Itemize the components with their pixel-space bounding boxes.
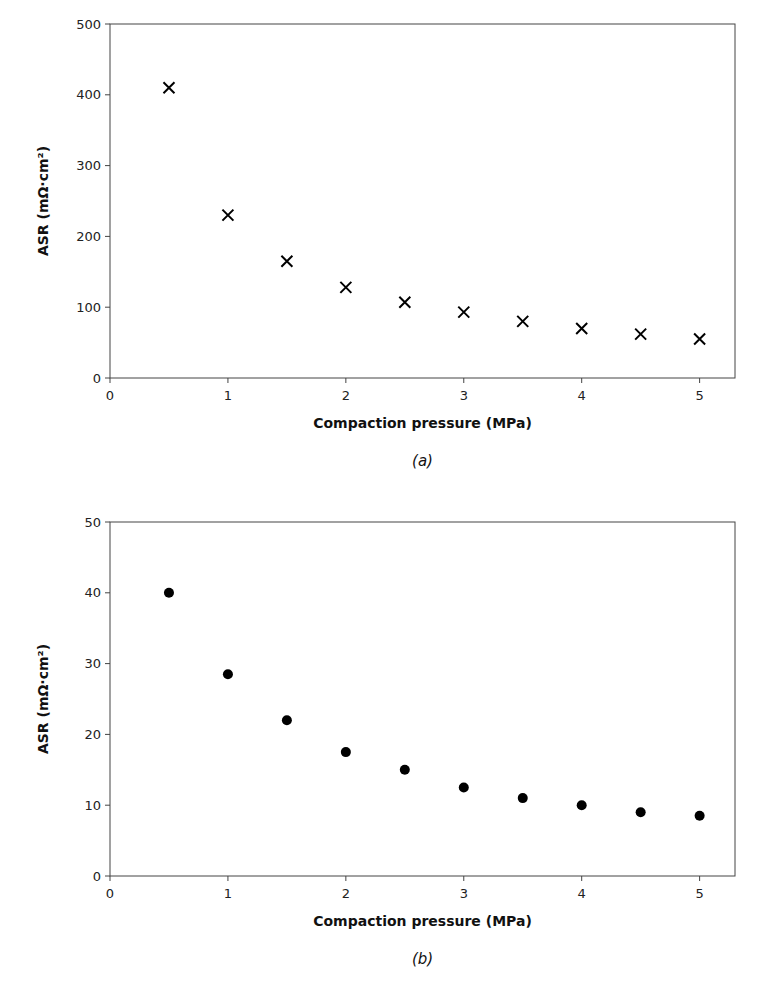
- x-tick-label: 4: [578, 886, 586, 901]
- x-tick-label: 3: [460, 886, 468, 901]
- y-tick: [105, 734, 110, 735]
- y-tick: [105, 876, 110, 877]
- y-tick-label: 500: [76, 17, 101, 32]
- plot-frame: [110, 522, 735, 876]
- x-tick: [463, 876, 464, 881]
- y-tick: [105, 378, 110, 379]
- x-tick: [345, 378, 346, 383]
- x-axis-label: Compaction pressure (MPa): [313, 415, 532, 431]
- x-tick: [110, 876, 111, 881]
- y-tick-label: 20: [84, 727, 101, 742]
- point: [694, 334, 705, 345]
- x-tick-label: 1: [224, 388, 232, 403]
- panel: 01234501020304050Compaction pressure (MP…: [35, 515, 735, 969]
- x-tick: [581, 876, 582, 881]
- y-tick-label: 10: [84, 798, 101, 813]
- point: [400, 765, 410, 775]
- y-tick: [105, 236, 110, 237]
- points: [164, 588, 705, 821]
- point: [695, 811, 705, 821]
- point: [459, 783, 469, 793]
- x-tick-label: 1: [224, 886, 232, 901]
- x-tick-label: 5: [695, 886, 703, 901]
- caption: (a): [412, 452, 433, 470]
- point: [340, 282, 351, 293]
- y-tick: [105, 24, 110, 25]
- y-tick: [105, 522, 110, 523]
- point: [577, 800, 587, 810]
- x-tick: [227, 378, 228, 383]
- y-tick-label: 400: [76, 87, 101, 102]
- x-axis-label: Compaction pressure (MPa): [313, 913, 532, 929]
- x-tick: [110, 378, 111, 383]
- x-tick-label: 2: [342, 388, 350, 403]
- point: [282, 715, 292, 725]
- y-tick-label: 40: [84, 585, 101, 600]
- y-tick: [105, 592, 110, 593]
- point: [223, 669, 233, 679]
- plot-frame: [110, 24, 735, 378]
- points: [163, 82, 705, 344]
- point: [164, 588, 174, 598]
- x-tick-label: 3: [460, 388, 468, 403]
- y-tick-label: 300: [76, 158, 101, 173]
- point: [399, 297, 410, 308]
- x-tick: [345, 876, 346, 881]
- y-tick: [105, 663, 110, 664]
- point: [518, 793, 528, 803]
- panel: 0 1 2 3 4 5 0 100 200 300 400 500 Compaction pressur…: [35, 17, 735, 471]
- x-tick: [581, 378, 582, 383]
- y-tick-label: 0: [93, 869, 101, 884]
- y-tick-label: 50: [84, 515, 101, 530]
- y-axis-label: ASR (mΩ·cm²): [35, 644, 51, 754]
- y-tick-label: 0: [93, 371, 101, 386]
- point: [341, 747, 351, 757]
- y-tick: [105, 165, 110, 166]
- y-tick: [105, 805, 110, 806]
- x-tick-label: 4: [578, 388, 586, 403]
- x-tick: [699, 876, 700, 881]
- y-tick: [105, 307, 110, 308]
- y-axis-label: ASR (mΩ·cm²): [35, 146, 51, 256]
- point: [222, 210, 233, 221]
- x-tick-label: 0: [106, 886, 114, 901]
- point: [281, 256, 292, 267]
- point: [458, 307, 469, 318]
- caption: (b): [412, 950, 433, 968]
- point: [163, 82, 174, 93]
- point: [636, 807, 646, 817]
- figure: 0123450100200300400500Compaction pressur…: [0, 0, 768, 996]
- point: [576, 323, 587, 334]
- point: [635, 329, 646, 340]
- x-tick-label: 2: [342, 886, 350, 901]
- x-tick-label: 0: [106, 388, 114, 403]
- x-tick-label: 5: [695, 388, 703, 403]
- x-tick: [227, 876, 228, 881]
- x-tick: [463, 378, 464, 383]
- y-tick-label: 30: [84, 656, 101, 671]
- y-tick-label: 100: [76, 300, 101, 315]
- x-tick: [699, 378, 700, 383]
- y-tick: [105, 94, 110, 95]
- y-tick-label: 200: [76, 229, 101, 244]
- point: [517, 316, 528, 327]
